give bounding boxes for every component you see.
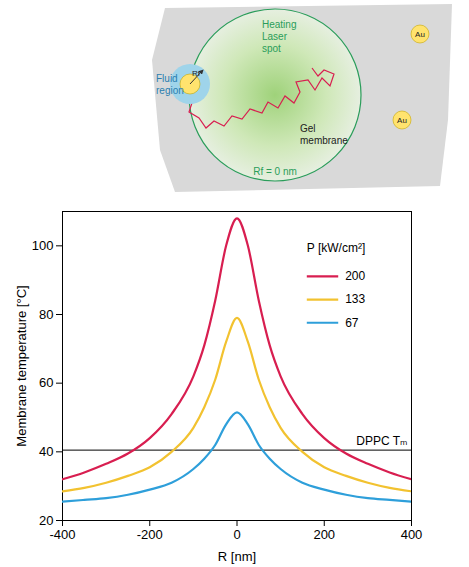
svg-text:Au: Au xyxy=(397,116,407,125)
svg-text:-400: -400 xyxy=(49,527,75,542)
svg-text:region: region xyxy=(156,85,184,96)
svg-text:Gel: Gel xyxy=(300,123,316,134)
svg-text:DPPC Tₘ: DPPC Tₘ xyxy=(356,434,407,448)
svg-text:133: 133 xyxy=(345,292,365,306)
svg-text:Heating: Heating xyxy=(262,19,296,30)
svg-text:0: 0 xyxy=(233,527,240,542)
svg-text:Laser: Laser xyxy=(262,31,288,42)
svg-text:200: 200 xyxy=(313,527,335,542)
svg-text:200: 200 xyxy=(345,269,365,283)
svg-text:spot: spot xyxy=(262,43,281,54)
svg-text:60: 60 xyxy=(39,375,53,390)
svg-text:membrane: membrane xyxy=(300,135,348,146)
svg-text:-200: -200 xyxy=(137,527,163,542)
svg-text:Rf = 0 nm: Rf = 0 nm xyxy=(253,166,297,177)
svg-text:80: 80 xyxy=(39,307,53,322)
svg-text:67: 67 xyxy=(345,316,359,330)
svg-text:Membrane temperature [°C]: Membrane temperature [°C] xyxy=(14,285,29,446)
svg-text:Rf: Rf xyxy=(192,69,201,78)
svg-text:20: 20 xyxy=(39,513,53,528)
svg-text:400: 400 xyxy=(401,527,423,542)
svg-text:100: 100 xyxy=(32,238,54,253)
svg-text:40: 40 xyxy=(39,444,53,459)
svg-text:Fluid: Fluid xyxy=(156,73,178,84)
svg-text:R [nm]: R [nm] xyxy=(218,549,256,564)
svg-text:Au: Au xyxy=(415,30,425,39)
svg-text:P [kW/cm²]: P [kW/cm²] xyxy=(307,241,365,255)
